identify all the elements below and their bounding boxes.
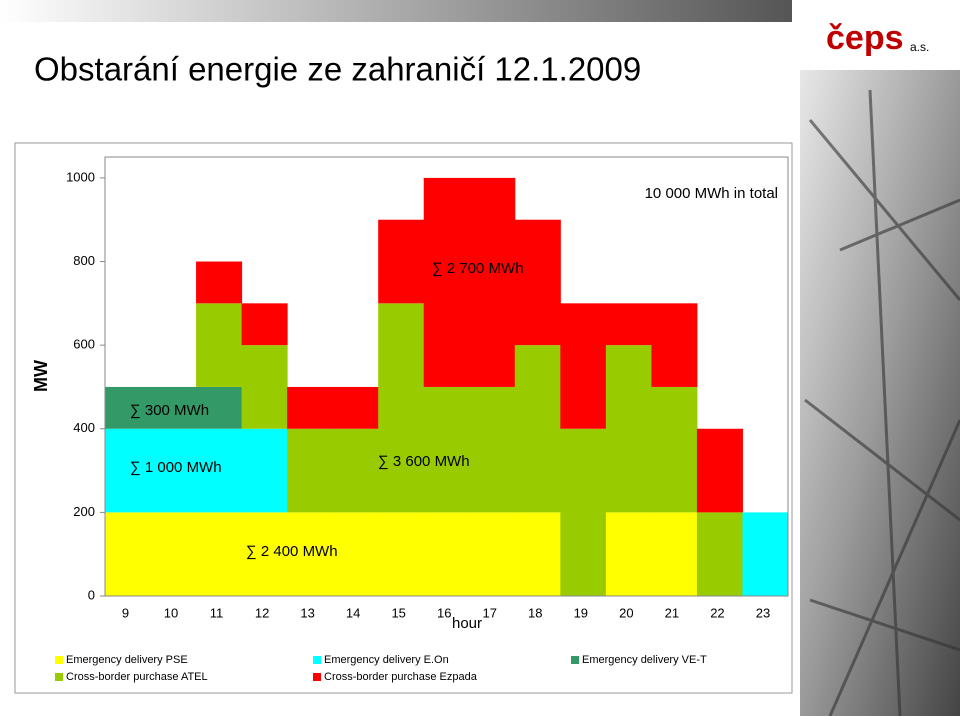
bar-segment (287, 386, 334, 429)
background-photo (800, 70, 960, 716)
bar-segment (332, 386, 379, 429)
bar-segment (469, 177, 516, 387)
y-axis-label: MW (31, 360, 51, 392)
bar-segment (469, 512, 516, 596)
photo-lattice (804, 89, 960, 716)
annotation: ∑ 2 400 MWh (246, 543, 338, 560)
bar-segment (378, 512, 425, 596)
bar-segment (560, 428, 607, 596)
bar-segment (514, 512, 561, 596)
bar-segment (105, 512, 152, 596)
legend-swatch (55, 673, 63, 681)
bar-segment (150, 428, 197, 513)
annotation: ∑ 300 MWh (130, 402, 209, 419)
y-tick-label: 800 (73, 253, 95, 268)
y-tick-label: 400 (73, 420, 95, 435)
x-tick-label: 21 (665, 605, 679, 620)
x-tick-label: 22 (710, 605, 724, 620)
bar-segment (514, 219, 561, 346)
bar-segment (651, 303, 698, 387)
y-tick-label: 200 (73, 504, 95, 519)
bar-segment (287, 428, 334, 513)
x-tick-label: 20 (619, 605, 633, 620)
bar-segment (696, 512, 743, 596)
y-tick-label: 1000 (66, 169, 95, 184)
legend-label: Emergency delivery PSE (66, 654, 188, 666)
bar-segment (605, 512, 652, 596)
logo-suffix: a.s. (910, 40, 929, 54)
bar-segment (696, 428, 743, 513)
bar-segment (196, 303, 243, 387)
bar-segment (150, 512, 197, 596)
legend-label: Emergency delivery VE-T (582, 654, 707, 666)
x-tick-label: 14 (346, 605, 360, 620)
annotation: ∑ 3 600 MWh (378, 453, 470, 470)
bar-segment (605, 345, 652, 513)
logo: čeps (826, 19, 904, 57)
y-tick-label: 0 (88, 587, 95, 602)
x-tick-label: 13 (300, 605, 314, 620)
legend-label: Emergency delivery E.On (324, 654, 449, 666)
bar-segment (105, 428, 152, 513)
bar-segment (423, 177, 470, 387)
legend-swatch (55, 656, 63, 664)
bar-segment (196, 261, 243, 304)
x-tick-label: 16 (437, 605, 451, 620)
bar-segment (378, 219, 425, 304)
x-tick-label: 19 (574, 605, 588, 620)
legend-label: Cross-border purchase Ezpada (324, 671, 478, 683)
x-tick-label: 18 (528, 605, 542, 620)
x-tick-label: 15 (391, 605, 405, 620)
legend-swatch (571, 656, 579, 664)
annotation: ∑ 2 700 MWh (432, 260, 524, 277)
bar-segment (651, 512, 698, 596)
chart-title: Obstarání energie ze zahraničí 12.1.2009 (34, 51, 641, 88)
bar-segment (241, 345, 288, 429)
bar-segment (651, 386, 698, 513)
bar-segment (150, 386, 197, 429)
legend-swatch (313, 673, 321, 681)
x-axis-label: hour (452, 615, 482, 632)
x-tick-label: 17 (483, 605, 497, 620)
bar-segment (332, 512, 379, 596)
annotation: 10 000 MWh in total (645, 185, 778, 202)
plot-frame (104, 156, 789, 597)
bar-segment (196, 512, 243, 596)
top-band (0, 0, 792, 22)
bar-segment (241, 512, 288, 596)
y-tick-label: 600 (73, 337, 95, 352)
bar-segment (241, 303, 288, 346)
bar-segment (196, 428, 243, 513)
bar-segment (332, 428, 379, 513)
bar-segment (560, 303, 607, 429)
bar-segment (605, 303, 652, 346)
bar-segment (241, 428, 288, 513)
bar-segment (423, 512, 470, 596)
legend-swatch (313, 656, 321, 664)
bar-segment (742, 512, 789, 596)
bar-segment (105, 386, 152, 429)
x-tick-label: 11 (210, 605, 224, 620)
x-tick-label: 23 (756, 605, 770, 620)
bar-segment (378, 303, 425, 513)
x-tick-label: 10 (164, 605, 178, 620)
bar-segment (287, 512, 334, 596)
bar-segment (514, 345, 561, 513)
bar-segment (469, 386, 516, 513)
legend-label: Cross-border purchase ATEL (66, 671, 208, 683)
annotation: ∑ 1 000 MWh (130, 459, 222, 476)
bar-segment (196, 386, 243, 429)
x-tick-label: 9 (122, 605, 129, 620)
x-tick-label: 12 (255, 605, 269, 620)
bar-segment (423, 386, 470, 513)
